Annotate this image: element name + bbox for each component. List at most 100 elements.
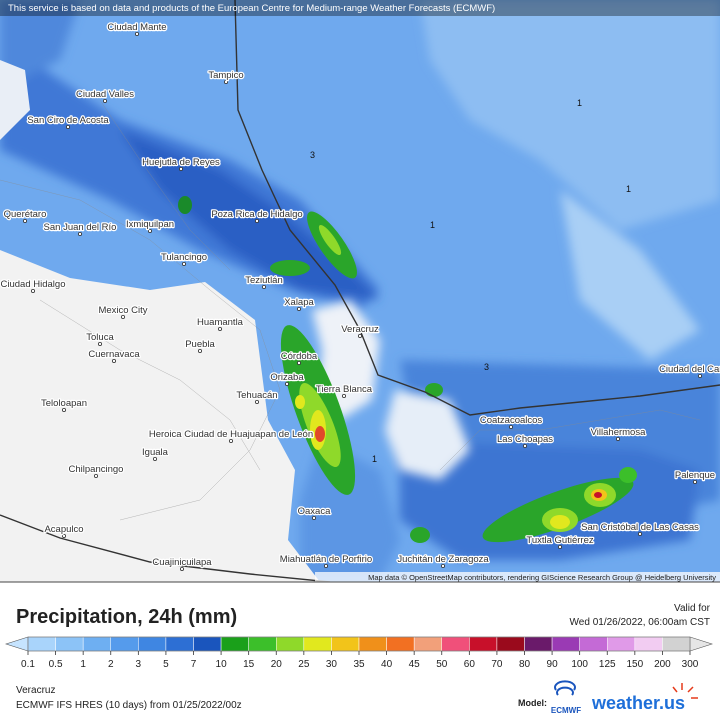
place-dot xyxy=(323,564,328,569)
place-dot xyxy=(523,443,528,448)
place-dot xyxy=(62,407,67,412)
colorbar-segment xyxy=(303,636,332,652)
place-label: Miahuatlán de Porfirio xyxy=(280,554,372,565)
colorbar-segment xyxy=(110,636,139,652)
colorbar-tick-label: 80 xyxy=(519,659,531,670)
colorbar-tick-label: 25 xyxy=(298,659,310,670)
place-label: Chilpancingo xyxy=(69,464,124,475)
place-dot xyxy=(440,564,445,569)
place-label: Ixmiquilpan xyxy=(126,219,174,230)
place-label: Tuxtla Gutiérrez xyxy=(526,535,593,546)
place-dot xyxy=(693,479,698,484)
colorbar-tick-label: 2 xyxy=(108,659,114,670)
borders xyxy=(0,99,701,521)
colorbar-segment xyxy=(82,636,111,652)
place-label: Teziutlán xyxy=(245,275,283,286)
colorbar-tick-label: 100 xyxy=(571,659,588,670)
colorbar-segment xyxy=(634,636,663,652)
ecmwf-logo: ECMWF xyxy=(551,706,581,715)
place-dot xyxy=(103,99,108,104)
notice-bg xyxy=(0,0,720,16)
place-label: Tierra Blanca xyxy=(316,384,373,395)
place-label: Tehuacán xyxy=(236,390,277,401)
colorbar-segment xyxy=(55,636,84,652)
place-dot xyxy=(147,228,152,233)
ecmwf-icon xyxy=(554,680,576,696)
place-dot xyxy=(181,261,186,266)
place-label: Huamantla xyxy=(197,317,244,328)
colorbar-tick-label: 40 xyxy=(381,659,393,670)
place-dot xyxy=(197,348,202,353)
place-dot xyxy=(30,288,35,293)
contour-label: 1 xyxy=(577,98,582,108)
colorbar-tick-label: 10 xyxy=(216,659,228,670)
place-dot xyxy=(121,314,126,319)
place-dot xyxy=(311,516,316,521)
colorbar-tick-label: 1 xyxy=(80,659,86,670)
place-label: Toluca xyxy=(86,332,114,343)
colorbar-segment xyxy=(607,636,636,652)
colorbar-tick-label: 45 xyxy=(409,659,421,670)
place-label: Cuajinicuilapa xyxy=(152,557,212,568)
contour-label: 1 xyxy=(626,184,631,194)
place-label: Ciudad Hidalgo xyxy=(1,279,66,290)
contour-label: 1 xyxy=(372,454,377,464)
place-label: Las Choapas xyxy=(497,434,553,445)
place-label: San Ciro de Acosta xyxy=(27,115,109,126)
place-label: San Cristóbal de Las Casas xyxy=(581,522,699,533)
colorbar-segment xyxy=(276,636,305,652)
colorbar-segment xyxy=(662,636,691,652)
dry-area xyxy=(385,390,470,480)
place-dot xyxy=(341,393,346,398)
place-dot xyxy=(296,306,301,311)
place-dot xyxy=(134,32,139,37)
colorbar: 0.1 0.5 1 2 3 5 7 10 15 20 25 30 35 40 45 50 60 70 80 90 100… xyxy=(5,636,713,670)
region: Veracruz xyxy=(16,685,55,696)
attribution: Map data © OpenStreetMap contributors, r… xyxy=(368,573,716,582)
colorbar-tick-label: 60 xyxy=(464,659,476,670)
colorbar-segment xyxy=(524,636,553,652)
model-run: ECMWF IFS HRES (10 days) from 01/25/2022… xyxy=(16,700,242,711)
colorbar-segment xyxy=(220,636,249,652)
colorbar-tick-label: 5 xyxy=(163,659,169,670)
place-dot xyxy=(66,125,71,130)
colorbar-segment xyxy=(165,636,194,652)
valid-label: Valid for xyxy=(674,603,711,614)
place-label: Poza Rica de Hidalgo xyxy=(211,209,302,220)
place-dot xyxy=(261,284,266,289)
place-label: Mexico City xyxy=(98,305,147,316)
place-dot xyxy=(112,358,117,363)
place-dot xyxy=(254,218,259,223)
place-label: Palenque xyxy=(675,470,715,481)
colorbar-tick-label: 0.5 xyxy=(49,659,63,670)
colorbar-segment xyxy=(496,636,525,652)
place-dot xyxy=(296,360,301,365)
colorbar-tick-label: 20 xyxy=(271,659,283,670)
brand-sun xyxy=(672,683,698,699)
colorbar-segment xyxy=(27,636,56,652)
place-dot xyxy=(217,326,222,331)
place-label: Tulancingo xyxy=(161,252,207,263)
place-dot xyxy=(62,534,67,539)
place-label: Ciudad Mante xyxy=(107,22,166,33)
place-dot xyxy=(616,436,621,441)
place-label: Coatzacoalcos xyxy=(480,415,543,426)
place-dot xyxy=(78,231,83,236)
colorbar-segment xyxy=(248,636,277,652)
dry-land xyxy=(0,60,30,140)
place-dot xyxy=(284,381,289,386)
place-dot xyxy=(558,545,563,550)
place-label: Xalapa xyxy=(284,297,314,308)
colorbar-tick-label: 3 xyxy=(136,659,142,670)
place-dot xyxy=(228,438,233,443)
place-dot xyxy=(698,373,703,378)
colorbar-segment xyxy=(193,636,222,652)
place-label: Heroica Ciudad de Huajuapan de León xyxy=(149,429,313,440)
place-label: Veracruz xyxy=(341,324,379,335)
place-label: Teloloapan xyxy=(41,398,87,409)
place-label: Villahermosa xyxy=(591,427,646,438)
place-dot xyxy=(357,333,362,338)
colorbar-segment xyxy=(413,636,442,652)
place-label: San Juan del Río xyxy=(44,222,117,233)
